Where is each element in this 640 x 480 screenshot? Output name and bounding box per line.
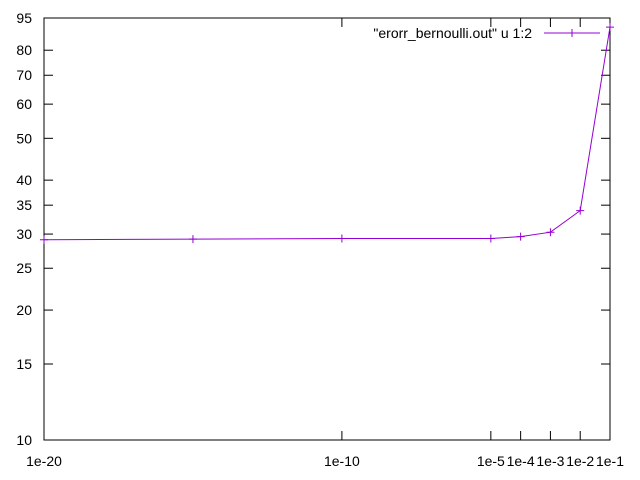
y-tick-label: 35 — [16, 197, 32, 213]
data-point-marker — [546, 228, 555, 237]
data-point-marker — [40, 235, 48, 244]
y-tick-label: 50 — [16, 130, 32, 146]
data-point-marker — [337, 234, 346, 243]
series-line — [43, 27, 611, 241]
data-point-marker — [606, 23, 614, 32]
x-tick-label: 1e-2 — [566, 453, 594, 469]
data-point-marker — [516, 232, 525, 241]
legend-label: "erorr_bernoulli.out" u 1:2 — [373, 25, 532, 41]
plot-frame — [43, 17, 611, 441]
x-tick-label: 1e-1 — [596, 453, 624, 469]
x-tick-label: 1e-4 — [507, 453, 535, 469]
x-tick-label: 1e-10 — [324, 453, 360, 469]
y-tick-label: 60 — [16, 96, 32, 112]
x-tick-label: 1e-3 — [536, 453, 564, 469]
x-tick-label: 1e-5 — [477, 453, 505, 469]
y-tick-label: 80 — [16, 42, 32, 58]
y-tick-label: 70 — [16, 67, 32, 83]
y-tick-label: 15 — [16, 356, 32, 372]
series-layer — [40, 23, 614, 244]
data-point-marker — [486, 234, 495, 243]
y-tick-label: 40 — [16, 172, 32, 188]
data-point-marker — [188, 235, 197, 244]
legend: "erorr_bernoulli.out" u 1:2 — [373, 25, 600, 41]
x-tick-label: 1e-20 — [26, 453, 62, 469]
axis-ticks: 1e-20 1e-10 1e-5 1e-4 1e-3 1e-2 1e-1 10 15 20 25 30… — [16, 10, 624, 469]
y-tick-label: 25 — [16, 260, 32, 276]
y-tick-label: 20 — [16, 302, 32, 318]
y-tick-label: 30 — [16, 226, 32, 242]
y-tick-label: 10 — [16, 432, 32, 448]
data-point-marker — [576, 206, 585, 215]
legend-marker — [568, 29, 576, 37]
y-tick-label: 95 — [16, 10, 32, 26]
